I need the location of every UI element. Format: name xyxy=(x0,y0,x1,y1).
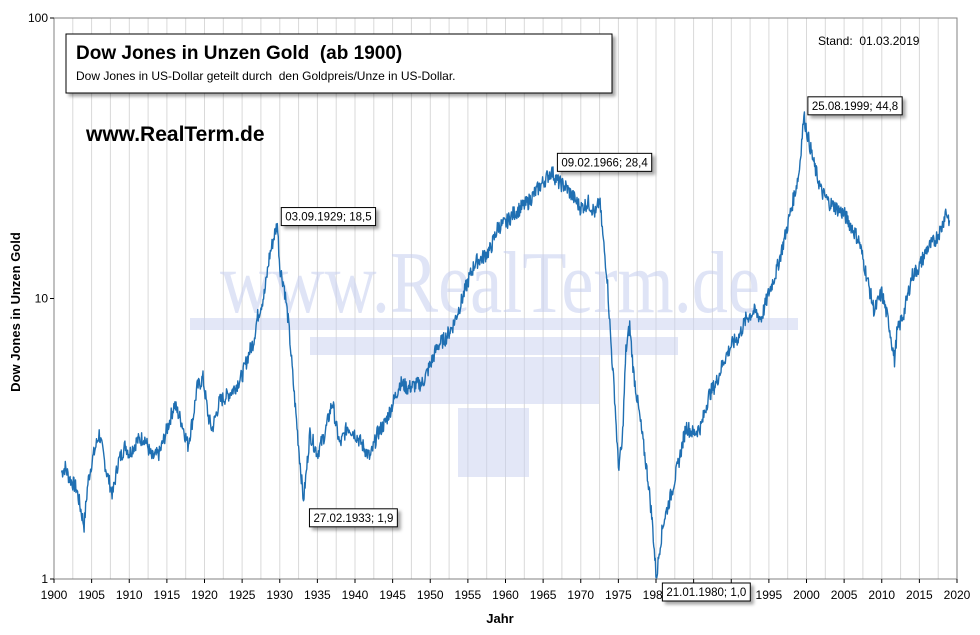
y-tick-label: 100 xyxy=(28,11,48,25)
x-axis-title: Jahr xyxy=(486,611,513,626)
watermark-text: www.RealTerm.de xyxy=(220,235,760,332)
x-tick-label: 1910 xyxy=(116,588,143,602)
y-tick-label: 10 xyxy=(35,292,49,306)
x-tick-label: 1925 xyxy=(229,588,256,602)
annotation: 03.09.1929; 18,5 xyxy=(280,207,377,227)
annotation-label: 21.01.1980; 1,0 xyxy=(666,587,746,599)
title-box-frame xyxy=(65,33,613,94)
x-tick-label: 1960 xyxy=(492,588,519,602)
x-tick-label: 1935 xyxy=(304,588,331,602)
series-line xyxy=(60,111,951,580)
annotation-label: 25.08.1999; 44,8 xyxy=(812,101,898,113)
x-tick-label: 1920 xyxy=(191,588,218,602)
annotations-layer: 03.09.1929; 18,5 27.02.1933; 1,9 09.02.196… xyxy=(280,96,903,602)
annotation-box xyxy=(308,508,398,528)
x-tick-label: 2000 xyxy=(793,588,820,602)
watermark-bar-3 xyxy=(392,357,599,404)
series-layer xyxy=(60,111,951,580)
x-tick-label: 1945 xyxy=(379,588,406,602)
x-axis: 1900 1905 1910 1915 1920 1925 1930 1935 1940 1945… xyxy=(41,579,971,602)
x-tick-label: 2015 xyxy=(906,588,933,602)
x-tick-label: 1975 xyxy=(605,588,632,602)
annotation-box xyxy=(807,96,903,116)
annotation-box xyxy=(556,152,653,172)
y-axis-title: Dow Jones in Unzen Gold xyxy=(8,232,23,392)
x-tick-label: 2010 xyxy=(868,588,895,602)
annotation-box xyxy=(280,207,377,227)
y-tick-label: 1 xyxy=(41,572,48,586)
x-tick-label: 1905 xyxy=(78,588,105,602)
x-tick-label: 1995 xyxy=(756,588,783,602)
x-tick-label: 1965 xyxy=(530,588,557,602)
x-tick-label: 1900 xyxy=(41,588,68,602)
website-label: www.RealTerm.de xyxy=(85,123,265,146)
x-tick-label: 2005 xyxy=(831,588,858,602)
x-tick-label: 1940 xyxy=(342,588,369,602)
y-axis: 1 10 100 xyxy=(28,11,54,586)
x-tick-label: 1950 xyxy=(417,588,444,602)
annotation: 25.08.1999; 44,8 xyxy=(807,96,903,116)
annotation-label: 09.02.1966; 28,4 xyxy=(561,157,648,169)
x-tick-label: 1915 xyxy=(154,588,181,602)
watermark-bar-2 xyxy=(310,337,678,355)
x-tick-label: 1970 xyxy=(567,588,594,602)
x-tick-label: 2020 xyxy=(944,588,971,602)
watermark: www.RealTerm.de xyxy=(190,235,798,477)
x-tick-label: 1955 xyxy=(455,588,482,602)
x-tick-label: 1930 xyxy=(266,588,293,602)
annotation-box xyxy=(661,582,751,602)
watermark-bar-4 xyxy=(458,408,529,477)
annotation: 09.02.1966; 28,4 xyxy=(556,152,653,172)
stand-label: Stand: 01.03.2019 xyxy=(818,34,920,48)
annotation-label: 03.09.1929; 18,5 xyxy=(285,212,371,224)
watermark-bar-1 xyxy=(190,318,798,330)
title-box: Dow Jones in Unzen Gold (ab 1900) Dow Jo… xyxy=(65,33,613,94)
annotation: 27.02.1933; 1,9 xyxy=(308,508,398,528)
chart-title: Dow Jones in Unzen Gold (ab 1900) xyxy=(76,43,402,64)
annotation-label: 27.02.1933; 1,9 xyxy=(313,513,393,525)
annotation: 21.01.1980; 1,0 xyxy=(661,582,751,602)
chart-subtitle: Dow Jones in US-Dollar geteilt durch den… xyxy=(76,69,456,83)
